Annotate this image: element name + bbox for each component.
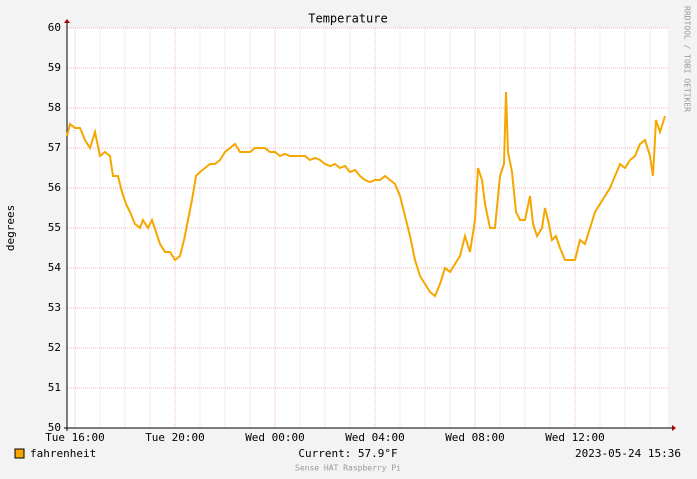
y-tick-label: 51 (48, 381, 61, 394)
x-tick-label: Wed 04:00 (345, 431, 405, 444)
line (66, 91, 666, 298)
chart-title: Temperature (308, 12, 387, 26)
axis-arrow (64, 19, 70, 23)
footer: Sense HAT Raspberry Pi (295, 464, 401, 473)
y-tick-label: 55 (48, 221, 61, 234)
x-tick-label: Wed 08:00 (445, 431, 505, 444)
x-tick-label: Tue 16:00 (45, 431, 105, 444)
y-tick-label: 53 (48, 301, 61, 314)
x-tick-label: Wed 00:00 (245, 431, 305, 444)
y-tick-label: 56 (48, 181, 61, 194)
y-tick-label: 57 (48, 141, 61, 154)
y-tick-label: 58 (48, 101, 61, 114)
timestamp: 2023-05-24 15:36 (575, 447, 681, 460)
y-tick-label: 52 (48, 341, 61, 354)
y-axis-label: degrees (4, 205, 17, 251)
side-note: RRDTOOL / TOBI OETIKER (683, 6, 692, 112)
legend-swatch (14, 448, 25, 459)
legend-label: fahrenheit (30, 447, 96, 460)
x-tick-label: Tue 20:00 (145, 431, 205, 444)
y-tick-label: 50 (48, 421, 61, 434)
current-value: Current: 57.9°F (298, 447, 397, 460)
axis-arrow (672, 425, 676, 431)
y-tick-label: 54 (48, 261, 62, 274)
x-tick-label: Wed 12:00 (545, 431, 605, 444)
y-tick-label: 59 (48, 61, 61, 74)
y-tick-label: 60 (48, 21, 61, 34)
